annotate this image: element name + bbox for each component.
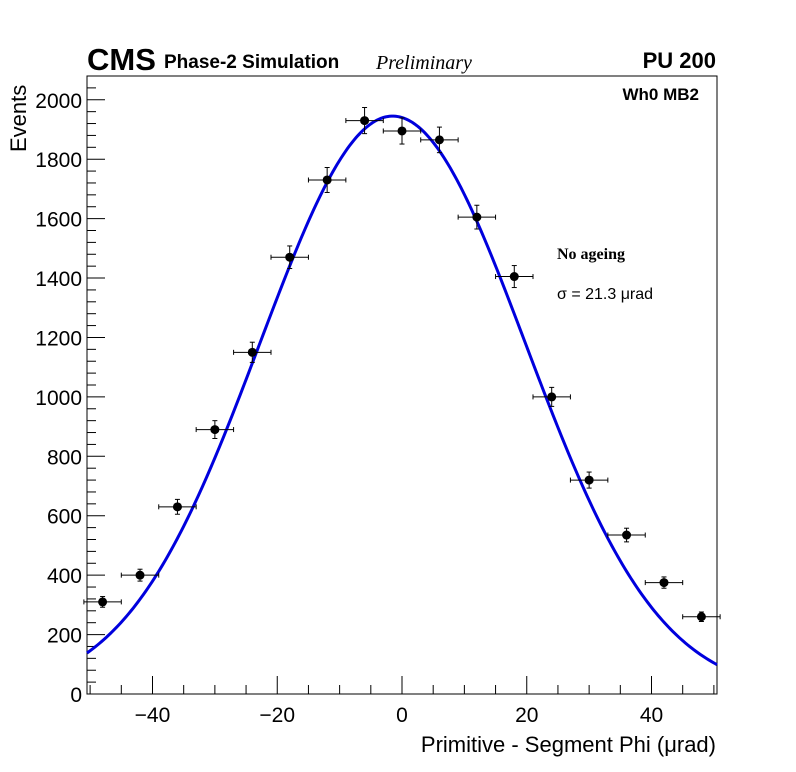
y-tick-label: 1600: [35, 209, 82, 232]
data-marker: [696, 612, 706, 622]
data-point: [495, 265, 534, 289]
y-tick-label: 1200: [35, 327, 82, 350]
y-tick-label: 1800: [35, 149, 82, 172]
y-tick-label: 2000: [35, 90, 82, 113]
data-marker: [172, 502, 182, 512]
experiment-label: CMS: [87, 42, 156, 77]
data-point: [83, 596, 122, 608]
data-marker: [434, 135, 444, 145]
condition-label: No ageing: [557, 246, 625, 263]
y-axis-label: Events: [6, 85, 31, 152]
data-marker: [285, 252, 295, 262]
data-point: [644, 576, 684, 589]
subtitle-label: Phase-2 Simulation: [164, 52, 339, 73]
y-tick-label: 600: [47, 506, 82, 529]
data-marker: [360, 116, 370, 126]
data-point: [120, 568, 160, 582]
y-tick-label: 200: [47, 625, 82, 648]
data-marker: [622, 530, 632, 540]
data-point: [457, 204, 497, 230]
data-marker: [322, 175, 332, 185]
data-point: [607, 527, 646, 543]
axis-ticks: −40 −20 0 20 4002004006008001000120014001600…: [35, 75, 715, 727]
data-point: [382, 117, 422, 145]
data-marker: [247, 347, 257, 357]
region-label: Wh0 MB2: [623, 85, 700, 104]
data-point: [233, 341, 272, 363]
data-marker: [98, 597, 108, 607]
data-marker: [135, 570, 145, 580]
pileup-label: PU 200: [643, 48, 716, 73]
x-tick-label: 0: [396, 704, 408, 727]
data-point: [307, 167, 347, 193]
data-marker: [547, 392, 557, 402]
data-point: [158, 498, 197, 515]
data-point: [195, 420, 235, 439]
y-tick-label: 800: [47, 446, 82, 469]
data-point: [682, 611, 721, 623]
x-axis-label: Primitive - Segment Phi (μrad): [421, 732, 716, 757]
data-point: [345, 106, 384, 135]
data-marker: [584, 475, 594, 485]
x-tick-label: 20: [515, 704, 538, 727]
data-point: [420, 126, 459, 154]
data-point: [532, 386, 571, 407]
data-marker: [472, 212, 482, 222]
data-marker: [659, 578, 669, 588]
status-label: Preliminary: [375, 52, 472, 74]
data-marker: [509, 272, 519, 282]
y-tick-label: 400: [47, 565, 82, 588]
y-tick-label: 1000: [35, 387, 82, 410]
data-marker: [397, 126, 407, 136]
data-points: [83, 106, 721, 623]
y-tick-label: 0: [70, 684, 82, 707]
data-point: [569, 471, 609, 489]
x-tick-label: −40: [135, 704, 171, 727]
x-tick-label: 40: [640, 704, 663, 727]
y-tick-label: 1400: [35, 268, 82, 291]
data-marker: [210, 425, 220, 435]
fit-label: σ = 21.3 μrad: [557, 286, 653, 303]
data-point: [270, 245, 309, 270]
x-tick-label: −20: [259, 704, 295, 727]
